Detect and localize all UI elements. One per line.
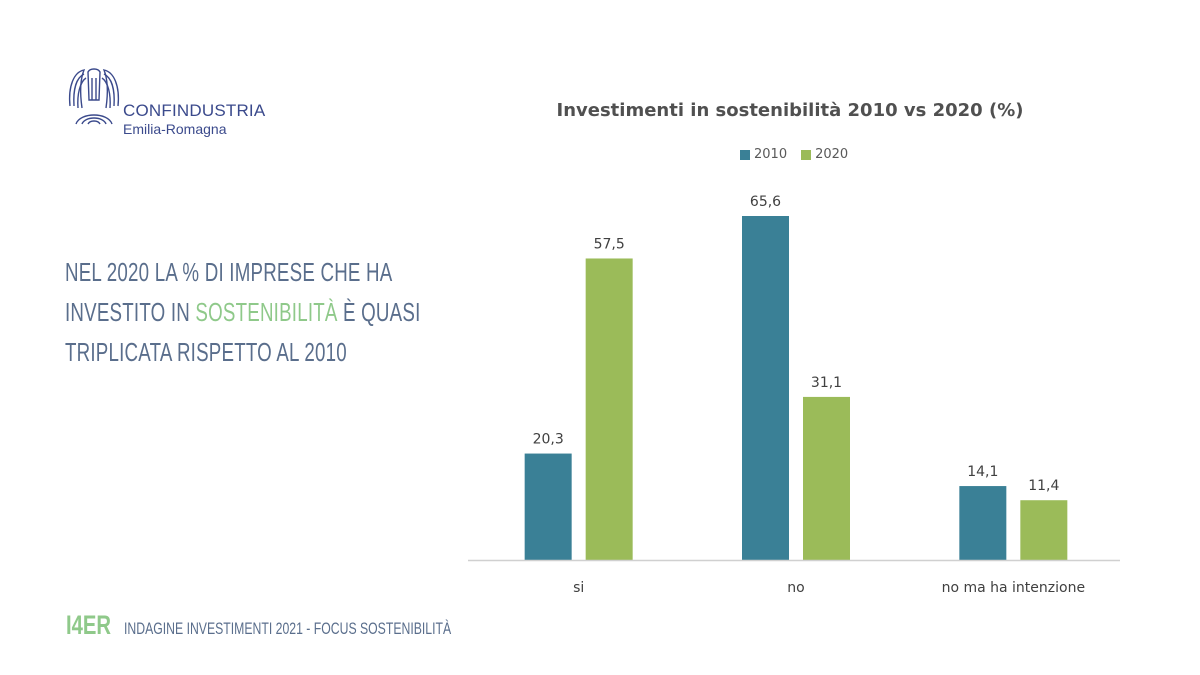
bar-2010-1 [742, 216, 789, 560]
chart-title: Investimenti in sostenibilità 2010 vs 20… [556, 100, 1024, 121]
headline-text: NEL 2020 LA % DI IMPRESE CHE HA INVESTIT… [65, 257, 392, 327]
data-label-2020-0: 57,5 [594, 236, 625, 252]
logo-name: CONFINDUSTRIA [123, 101, 266, 120]
data-label-2020-1: 31,1 [811, 375, 842, 391]
x-tick-label-0: si [573, 580, 584, 596]
x-tick-label-2: no ma ha intenzione [942, 580, 1086, 596]
legend-item-2020: 2020 [801, 147, 848, 162]
confindustria-logo: CONFINDUSTRIA Emilia-Romagna [66, 66, 286, 146]
legend-label-2010: 2010 [754, 147, 788, 162]
bar-2020-2 [1020, 500, 1068, 560]
bar-2020-0 [585, 258, 633, 560]
headline: NEL 2020 LA % DI IMPRESE CHE HA INVESTIT… [65, 252, 439, 372]
bar-2010-2 [959, 486, 1007, 560]
headline-accent: SOSTENIBILITÀ [195, 297, 338, 327]
data-label-2010-0: 20,3 [533, 432, 564, 448]
data-label-2010-1: 65,6 [750, 194, 781, 210]
footer-text: INDAGINE INVESTIMENTI 2021 - FOCUS SOSTE… [124, 619, 452, 638]
legend-swatch-2010 [740, 149, 750, 160]
x-tick-label-1: no [787, 580, 804, 596]
eagle-logo-icon [68, 68, 120, 125]
data-label-2010-2: 14,1 [967, 464, 998, 480]
data-label-2020-2: 11,4 [1028, 478, 1059, 494]
logo-region: Emilia-Romagna [123, 121, 227, 137]
footer: I4ER INDAGINE INVESTIMENTI 2021 - FOCUS … [66, 610, 578, 641]
chart-legend: 2010 2020 [740, 147, 848, 162]
bar-2020-1 [803, 396, 850, 560]
legend-item-2010: 2010 [740, 147, 787, 162]
legend-swatch-2020 [801, 149, 812, 160]
legend-label-2020: 2020 [815, 147, 849, 162]
footer-brand: I4ER [66, 610, 112, 640]
bar-2010-0 [524, 453, 572, 560]
headline-text-end: È QUASI TRIPLICATA RISPETTO AL 2010 [65, 297, 421, 367]
